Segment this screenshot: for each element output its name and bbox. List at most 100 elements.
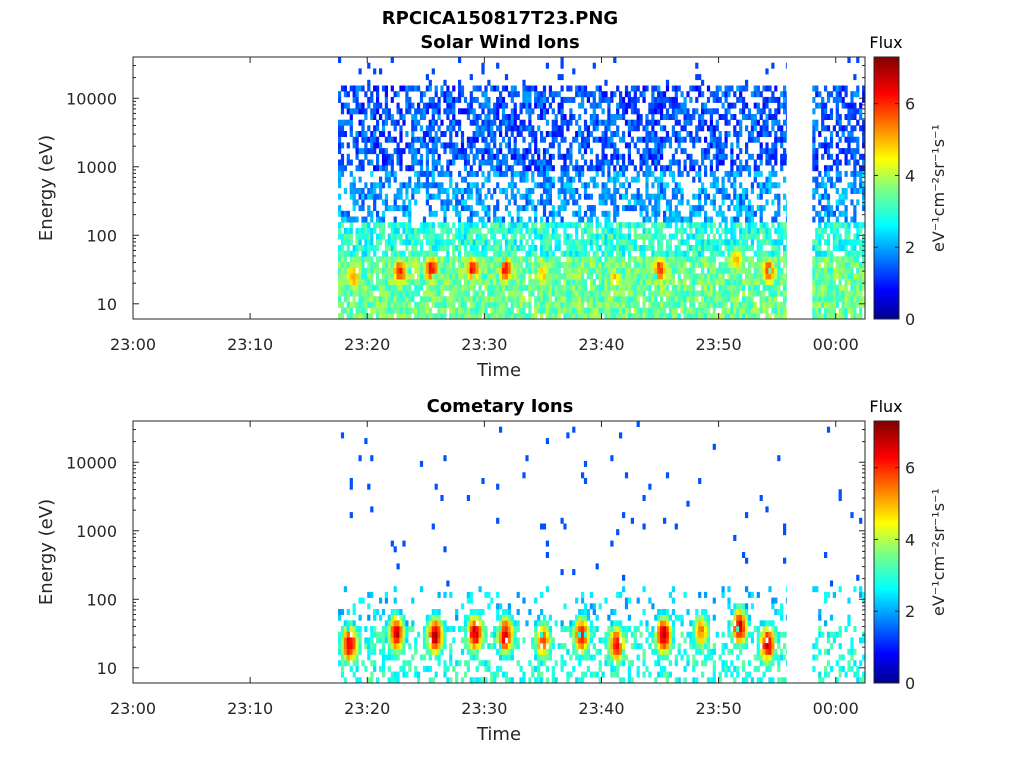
heatmap-cell: [712, 142, 716, 149]
heatmap-cell: [838, 313, 842, 320]
heatmap-cell: [458, 108, 462, 115]
heatmap-cell: [522, 136, 526, 143]
heatmap-cell: [469, 148, 473, 155]
heatmap-cell: [613, 273, 617, 280]
heatmap-cell: [419, 159, 424, 166]
heatmap-cell: [376, 85, 380, 92]
heatmap-cell: [475, 131, 479, 137]
heatmap-cell: [507, 284, 511, 291]
heatmap-cell: [563, 222, 567, 229]
heatmap-cell: [739, 125, 743, 132]
heatmap-cell: [733, 193, 737, 200]
heatmap-cell: [381, 210, 386, 217]
heatmap-cell: [826, 114, 831, 120]
heatmap-cell: [373, 193, 377, 200]
heatmap-cell: [499, 125, 503, 132]
heatmap-cell: [510, 245, 514, 251]
heatmap-cell: [572, 188, 576, 194]
heatmap-cell: [452, 245, 456, 251]
heatmap-cell: [446, 114, 450, 120]
heatmap-cell: [826, 125, 831, 132]
heatmap-cell: [525, 188, 529, 194]
heatmap-cell: [657, 290, 661, 297]
heatmap-cell: [466, 250, 470, 257]
heatmap-cell: [381, 296, 386, 303]
heatmap-cell: [487, 239, 491, 246]
heatmap-cell: [624, 301, 629, 308]
heatmap-cell: [633, 256, 637, 263]
heatmap-cell: [510, 279, 514, 286]
heatmap-cell: [595, 296, 599, 303]
heatmap-cell: [405, 182, 409, 189]
heatmap-cell: [563, 114, 567, 120]
heatmap-cell: [560, 153, 564, 160]
heatmap-cell: [510, 96, 514, 103]
heatmap-cell: [771, 273, 775, 280]
heatmap-cell: [428, 267, 432, 274]
heatmap-cell: [818, 199, 822, 206]
heatmap-cell: [657, 199, 661, 206]
heatmap-cell: [560, 131, 564, 137]
heatmap-cell: [361, 290, 365, 297]
heatmap-cell: [762, 262, 766, 268]
heatmap-cell: [654, 216, 658, 223]
heatmap-cell: [501, 267, 506, 274]
heatmap-cell: [829, 307, 834, 314]
heatmap-cell: [598, 96, 602, 103]
heatmap-cell: [601, 182, 605, 189]
heatmap-cell: [674, 262, 678, 268]
heatmap-cell: [677, 119, 681, 126]
heatmap-cell: [581, 85, 585, 92]
heatmap-cell: [624, 188, 629, 194]
heatmap-cell: [399, 256, 403, 263]
heatmap-cell: [642, 96, 646, 103]
heatmap-cell: [496, 227, 500, 234]
heatmap-cell: [455, 245, 459, 251]
heatmap-cell: [689, 256, 693, 263]
heatmap-cell: [455, 188, 459, 194]
plot-frame-solar-wind: [132, 56, 866, 320]
heatmap-cell: [835, 142, 839, 149]
heatmap-cell: [428, 222, 432, 229]
heatmap-cell: [463, 176, 468, 183]
heatmap-cell: [384, 262, 388, 268]
heatmap-cell: [525, 313, 529, 320]
heatmap-cell: [501, 108, 506, 115]
heatmap-cell: [545, 273, 549, 280]
heatmap-cell: [376, 313, 380, 320]
heatmap-cell: [563, 227, 567, 234]
heatmap-cell: [431, 233, 435, 240]
heatmap-cell: [592, 62, 596, 69]
heatmap-cell: [475, 256, 479, 263]
heatmap-cell: [832, 313, 836, 320]
heatmap-cell: [683, 96, 687, 103]
heatmap-cell: [501, 233, 506, 240]
heatmap-cell: [739, 119, 743, 126]
heatmap-cell: [777, 222, 781, 229]
heatmap-cell: [586, 216, 590, 223]
heatmap-cell: [709, 222, 713, 229]
heatmap-cell: [396, 307, 400, 314]
heatmap-cell: [844, 170, 848, 177]
heatmap-cell: [695, 262, 699, 268]
heatmap-cell: [765, 199, 769, 206]
heatmap-cell: [774, 284, 778, 291]
heatmap-cell: [747, 233, 752, 240]
heatmap-cell: [835, 227, 839, 234]
heatmap-cell: [695, 62, 699, 69]
heatmap-cell: [762, 148, 766, 155]
heatmap-cell: [481, 256, 485, 263]
heatmap-cell: [829, 142, 834, 149]
heatmap-cell: [346, 660, 350, 667]
heatmap-cell: [701, 159, 705, 166]
heatmap-cell: [554, 296, 558, 303]
heatmap-cell: [542, 165, 547, 172]
heatmap-cell: [651, 182, 655, 189]
heatmap-cell: [376, 222, 380, 229]
heatmap-cell: [425, 176, 429, 183]
heatmap-cell: [627, 262, 631, 268]
heatmap-cell: [824, 273, 828, 280]
heatmap-cell: [469, 307, 473, 314]
heatmap-cell: [610, 199, 614, 206]
heatmap-cell: [452, 279, 456, 286]
